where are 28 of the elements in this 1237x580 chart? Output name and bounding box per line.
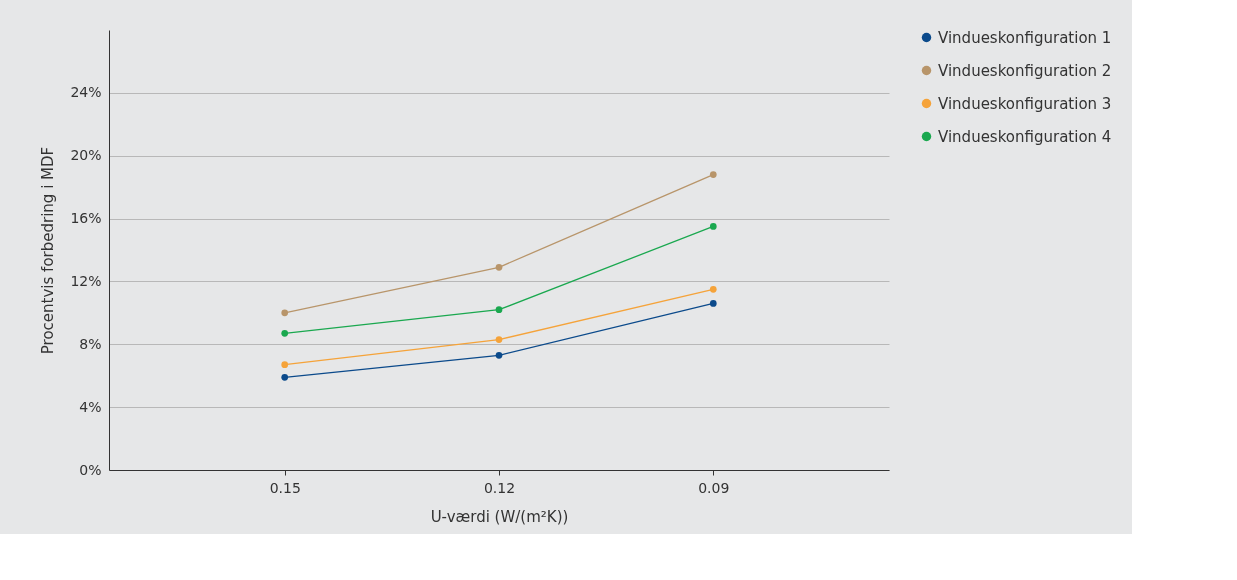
y-axis-title: Procentvis forbedring i MDF (39, 146, 58, 355)
legend-label: Vindueskonfiguration 2 (938, 61, 1112, 80)
y-tick-label: 12% (70, 272, 102, 289)
point (495, 336, 503, 343)
y-tick-label: 4% (79, 398, 102, 415)
y-tick-label: 20% (70, 147, 102, 164)
point (495, 351, 503, 359)
x-axis-title: U-værdi (W/(m²K)) (430, 507, 569, 526)
x-tick-label: 0.12 (483, 479, 516, 496)
point (495, 306, 503, 314)
x-tick-label: 0.09 (698, 479, 730, 496)
point (281, 361, 289, 369)
legend-label: Vindueskonfiguration 1 (938, 28, 1112, 47)
legend-label: Vindueskonfiguration 4 (938, 127, 1112, 146)
y-tick-label: 0% (79, 461, 102, 478)
point (709, 223, 717, 230)
legend-label: Vindueskonfiguration 3 (938, 94, 1112, 113)
y-tick-label: 16% (70, 210, 102, 227)
x-tick-label: 0.15 (269, 479, 301, 496)
point (709, 285, 717, 293)
point (281, 373, 289, 381)
point (281, 329, 289, 337)
y-tick-label: 8% (79, 335, 102, 352)
point (709, 300, 717, 307)
point (281, 309, 289, 317)
point (495, 263, 503, 271)
point (709, 171, 717, 178)
y-tick-label: 24% (70, 84, 102, 101)
